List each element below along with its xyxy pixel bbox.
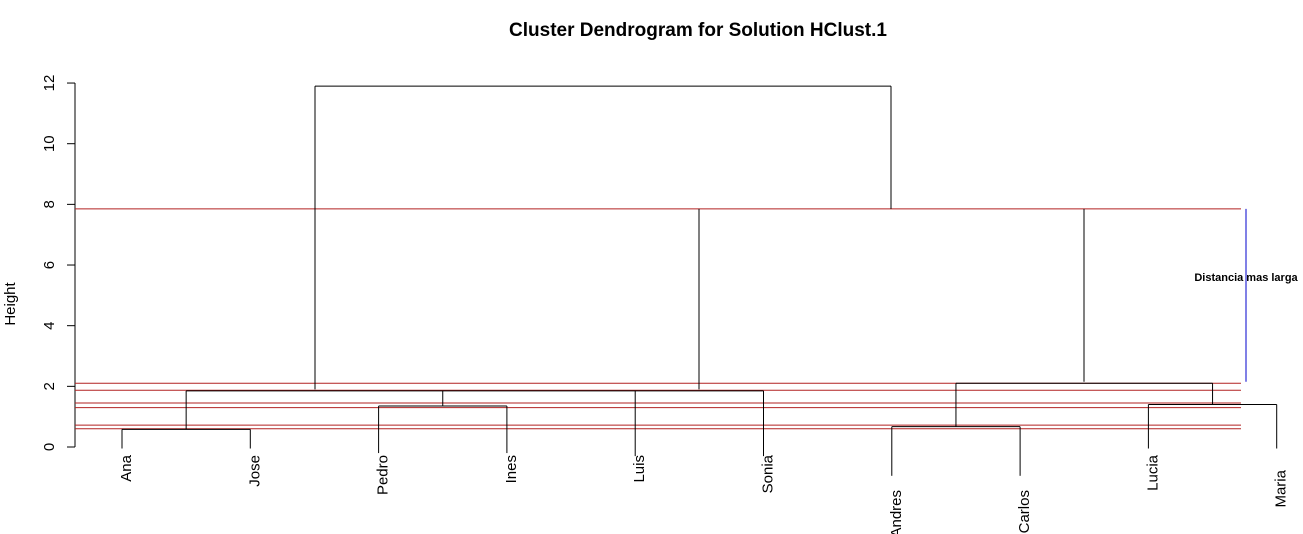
dendrogram-tree [121, 85, 1278, 476]
y-axis-ticks: 0 2 4 6 8 10 12 [41, 75, 75, 451]
y-tick-label: 2 [41, 382, 58, 390]
leaf-label-ines: Ines [503, 455, 520, 483]
y-tick-label: 0 [41, 443, 58, 451]
cut-lines [75, 208, 1241, 430]
y-tick-label: 4 [41, 322, 58, 330]
leaf-labels: Ana Jose Pedro Ines Luis Sonia Andres Carlos Luc… [118, 454, 1290, 534]
y-tick-label: 6 [41, 261, 58, 269]
leaf-label-pedro: Pedro [375, 455, 392, 495]
y-tick-label: 10 [41, 135, 58, 152]
leaf-label-sonia: Sonia [759, 454, 776, 493]
y-tick-label: 12 [41, 75, 58, 92]
leaf-label-andres: Andres [888, 490, 905, 534]
y-axis-label: Height [2, 281, 19, 325]
leaf-label-jose: Jose [246, 455, 263, 487]
leaf-label-lucia: Lucia [1144, 454, 1161, 491]
leaf-label-ana: Ana [118, 454, 135, 481]
leaf-label-luis: Luis [631, 455, 648, 483]
distance-annotation: Distancia mas larga [1194, 208, 1299, 382]
annotation-label: Distancia mas larga [1194, 272, 1298, 284]
y-tick-label: 8 [41, 200, 58, 208]
chart-title: Cluster Dendrogram for Solution HClust.1 [509, 20, 887, 41]
leaf-label-maria: Maria [1273, 469, 1290, 507]
leaf-label-carlos: Carlos [1016, 490, 1033, 533]
